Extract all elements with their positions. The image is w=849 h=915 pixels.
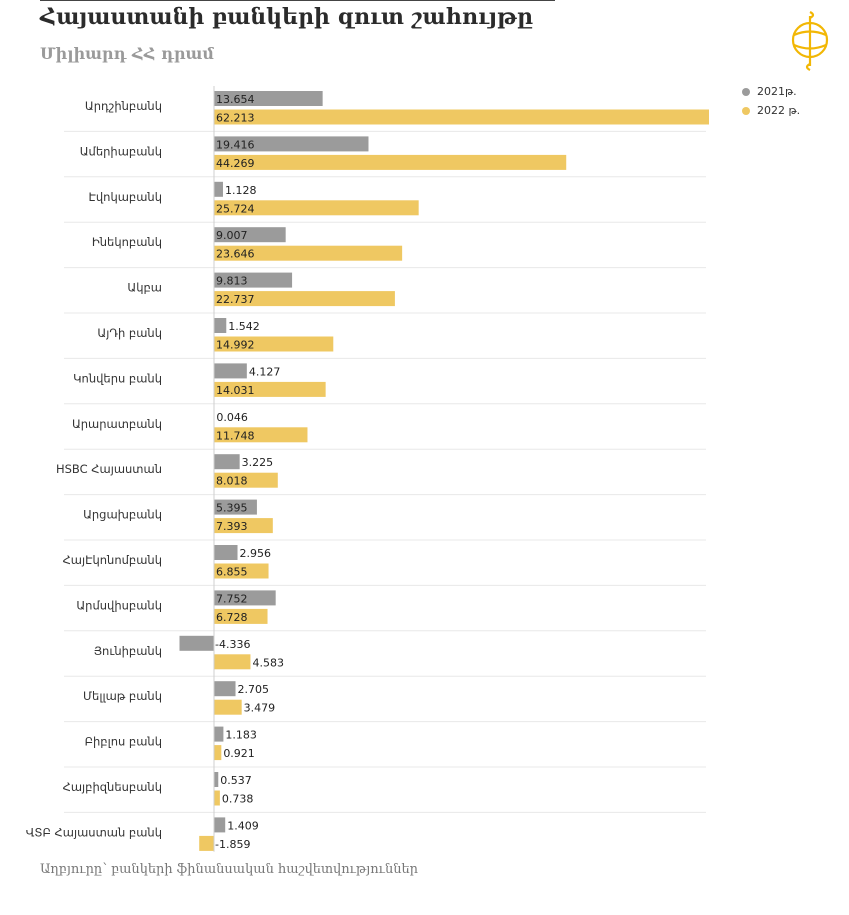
bar-2021 <box>214 91 323 106</box>
value-label-2021: 7.752 <box>216 592 248 605</box>
category-label: ԱյԴի բանկ <box>97 326 162 340</box>
value-label-2022: 44.269 <box>216 157 255 170</box>
category-label: Էվոկաբանկ <box>89 190 163 204</box>
bar-2021 <box>214 772 219 787</box>
value-label-2022: 8.018 <box>216 475 248 488</box>
bar-2021 <box>179 635 214 651</box>
value-label-2021: 9.813 <box>216 275 248 288</box>
category-label: Բիբլոս բանկ <box>85 735 162 749</box>
value-label-2021: 19.416 <box>216 138 255 151</box>
source-note: Աղբյուրը՝ բանկերի ֆինանսական հաշվետվությ… <box>40 862 419 877</box>
value-label-2022: 22.737 <box>216 293 255 306</box>
value-label-2022: 23.646 <box>216 248 255 261</box>
bar-2022 <box>214 200 419 216</box>
bar-2022 <box>214 563 269 579</box>
category-label: Արդշինբանկ <box>85 99 162 113</box>
legend-label-2022: 2022 թ. <box>757 104 801 117</box>
value-label-2021: 1.409 <box>227 819 259 832</box>
bar-2022 <box>214 336 334 352</box>
bar-2021 <box>214 590 276 606</box>
category-label: ՀայԷկոնոմբանկ <box>63 553 162 567</box>
value-label-2022: 14.992 <box>216 339 255 352</box>
bar-2022 <box>214 381 326 397</box>
bar-2022 <box>214 745 222 761</box>
bar-2022 <box>214 427 308 443</box>
value-label-2021: 1.128 <box>225 184 257 197</box>
value-label-2022: 4.583 <box>252 656 284 669</box>
value-label-2022: 6.728 <box>216 611 248 624</box>
bar-2022 <box>199 835 214 851</box>
bar-2021 <box>214 227 286 243</box>
legend-swatch-2022 <box>742 106 750 115</box>
category-label: Ամերիաբանկ <box>80 144 162 158</box>
value-label-2021: 2.705 <box>238 683 270 696</box>
bar-2021 <box>214 363 247 379</box>
value-label-2022: 14.031 <box>216 384 255 397</box>
value-label-2021: 4.127 <box>249 365 280 378</box>
category-label: Կոնվերս բանկ <box>73 371 162 385</box>
category-label: Յունիբանկ <box>94 644 162 658</box>
category-label: Ակբա <box>127 281 162 295</box>
bar-2022 <box>214 518 273 534</box>
value-label-2022: 11.748 <box>216 429 255 442</box>
bar-2021 <box>214 136 369 152</box>
category-label: Արցախբանկ <box>83 508 162 522</box>
bar-2021 <box>214 817 226 833</box>
bar-2022 <box>214 154 567 170</box>
bar-2022 <box>214 790 220 806</box>
category-label: Ինեկոբանկ <box>92 235 162 249</box>
bar-2022 <box>214 608 268 624</box>
chart-subtitle: Միլիարդ ՀՀ դրամ <box>40 44 215 63</box>
value-label-2022: 0.738 <box>222 793 254 806</box>
legend-item-2022: 2022 թ. <box>742 101 800 120</box>
bar-2022 <box>214 291 395 307</box>
bar-2022 <box>214 699 242 715</box>
value-label-2022: 7.393 <box>216 520 248 533</box>
value-label-2022: 0.921 <box>223 747 255 760</box>
value-label-2021: 0.046 <box>216 411 248 424</box>
bar-2021 <box>214 454 240 470</box>
value-label-2021: 0.537 <box>220 774 252 787</box>
value-label-2022: 62.213 <box>216 112 255 125</box>
value-label-2022: 6.855 <box>216 566 248 579</box>
value-label-2021: 2.956 <box>240 547 272 560</box>
value-label-2021: 13.654 <box>216 93 255 106</box>
bar-2022 <box>214 654 251 670</box>
bar-2021 <box>214 545 238 560</box>
value-label-2021: 1.183 <box>225 729 257 742</box>
legend-label-2021: 2021թ. <box>757 85 797 98</box>
bar-2021 <box>214 181 223 197</box>
legend-item-2021: 2021թ. <box>742 82 800 101</box>
value-label-2021: 1.542 <box>228 320 260 333</box>
value-label-2022: 3.479 <box>244 702 276 715</box>
page-title: Հայաստանի բանկերի զուտ շահույթը <box>40 4 533 30</box>
publisher-logo <box>788 8 832 72</box>
category-label: Արարատբանկ <box>72 417 162 431</box>
category-label: ՎՏԲ Հայաստան բանկ <box>26 825 162 839</box>
top-rule <box>40 0 555 1</box>
chart-legend: 2021թ. 2022 թ. <box>742 82 800 120</box>
category-label: Հայբիզնեսբանկ <box>63 780 162 794</box>
value-label-2022: 25.724 <box>216 202 255 215</box>
bar-2022 <box>214 109 709 125</box>
value-label-2022: -1.859 <box>215 838 250 851</box>
value-label-2021: -4.336 <box>215 638 250 651</box>
legend-swatch-2021 <box>742 87 750 96</box>
bar-2021 <box>214 318 227 333</box>
category-label: HSBC Հայաստան <box>56 462 162 476</box>
bar-2022 <box>214 245 403 261</box>
value-label-2021: 9.007 <box>216 229 248 242</box>
bar-2022 <box>214 472 278 488</box>
category-label: Արմսվիսբանկ <box>76 598 162 612</box>
value-label-2021: 5.395 <box>216 502 248 515</box>
bar-2021 <box>214 681 236 697</box>
bar-2021 <box>214 499 257 515</box>
bar-2021 <box>214 726 224 742</box>
value-label-2021: 3.225 <box>242 456 274 469</box>
bar-2021 <box>214 272 293 288</box>
category-label: Մելլաթ բանկ <box>83 689 162 703</box>
